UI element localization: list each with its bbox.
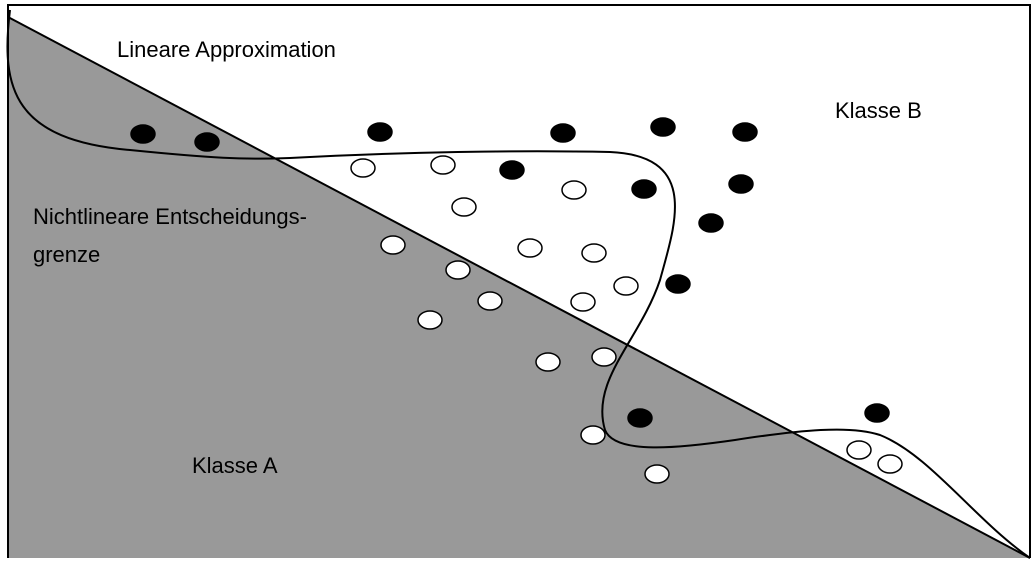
hollow-point-2 xyxy=(430,155,456,175)
hollow-point-18 xyxy=(644,464,670,484)
filled-point-4 xyxy=(550,123,576,143)
data-points xyxy=(130,117,903,484)
filled-point-1 xyxy=(130,124,156,144)
filled-point-12 xyxy=(627,408,653,428)
filled-point-8 xyxy=(631,179,657,199)
linear-approximation-line xyxy=(7,16,1031,559)
hollow-point-10 xyxy=(477,291,503,311)
hollow-point-5 xyxy=(380,235,406,255)
filled-point-9 xyxy=(728,174,754,194)
filled-point-13 xyxy=(864,403,890,423)
linear-approximation-label: Lineare Approximation xyxy=(117,37,336,62)
filled-point-2 xyxy=(194,132,220,152)
filled-point-7 xyxy=(499,160,525,180)
filled-point-10 xyxy=(698,213,724,233)
hollow-point-12 xyxy=(417,310,443,330)
hollow-point-15 xyxy=(580,425,606,445)
hollow-point-4 xyxy=(451,197,477,217)
hollow-point-9 xyxy=(613,276,639,296)
hollow-point-1 xyxy=(350,158,376,178)
hollow-point-11 xyxy=(570,292,596,312)
hollow-point-13 xyxy=(591,347,617,367)
hollow-point-7 xyxy=(581,243,607,263)
filled-point-3 xyxy=(367,122,393,142)
hollow-point-6 xyxy=(517,238,543,258)
hollow-point-17 xyxy=(877,454,903,474)
nonlinear-boundary-label-line1: Nichtlineare Entscheidungs- xyxy=(33,204,307,229)
class-b-label: Klasse B xyxy=(835,98,922,123)
filled-point-6 xyxy=(732,122,758,142)
frame xyxy=(7,4,1031,558)
hollow-point-8 xyxy=(445,260,471,280)
hollow-point-3 xyxy=(561,180,587,200)
hollow-point-14 xyxy=(535,352,561,372)
filled-point-5 xyxy=(650,117,676,137)
filled-point-11 xyxy=(665,274,691,294)
nonlinear-decision-boundary xyxy=(6,9,1031,559)
class-a-label: Klasse A xyxy=(192,453,278,478)
nonlinear-boundary-label-line2: grenze xyxy=(33,242,100,267)
hollow-point-16 xyxy=(846,440,872,460)
